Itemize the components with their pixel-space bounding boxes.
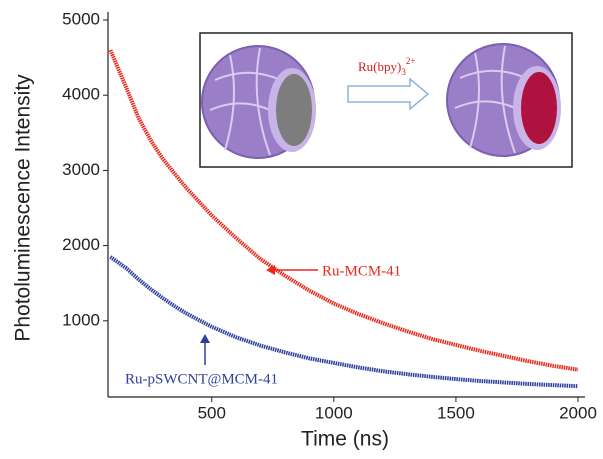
arrow-head bbox=[200, 334, 210, 343]
inset-arrow bbox=[347, 77, 430, 111]
x-tick-label: 500 bbox=[198, 403, 226, 422]
inset-label-sub: 3 bbox=[401, 67, 406, 77]
inset: Ru(bpy)32+ bbox=[199, 32, 573, 168]
y-tick-label: 4000 bbox=[62, 85, 100, 104]
y-axis-title: Photoluminescence Intensity bbox=[12, 74, 35, 342]
x-axis-title: Time (ns) bbox=[301, 428, 389, 451]
series-label: Ru-pSWCNT@MCM-41 bbox=[125, 371, 278, 387]
x-tick-label: 2000 bbox=[559, 403, 597, 422]
y-tick-label: 1000 bbox=[62, 310, 100, 329]
y-tick-label: 3000 bbox=[62, 160, 100, 179]
sphere-core bbox=[521, 72, 557, 144]
inset-label: Ru(bpy)32+ bbox=[358, 56, 415, 77]
annotations bbox=[200, 265, 318, 365]
sphere-texture bbox=[209, 47, 306, 156]
sphere-core bbox=[276, 74, 312, 146]
x-tick-label: 1000 bbox=[315, 403, 353, 422]
series-line bbox=[108, 49, 579, 372]
y-tick-label: 2000 bbox=[62, 235, 100, 254]
inset-label-main: Ru(bpy) bbox=[358, 59, 401, 74]
series-line bbox=[109, 255, 579, 389]
inset-label-sup: 2+ bbox=[406, 56, 416, 66]
sphere-texture bbox=[454, 45, 551, 154]
x-tick-label: 1500 bbox=[437, 403, 475, 422]
y-tick-label: 5000 bbox=[62, 9, 100, 28]
series-label: Ru-MCM-41 bbox=[322, 263, 401, 279]
